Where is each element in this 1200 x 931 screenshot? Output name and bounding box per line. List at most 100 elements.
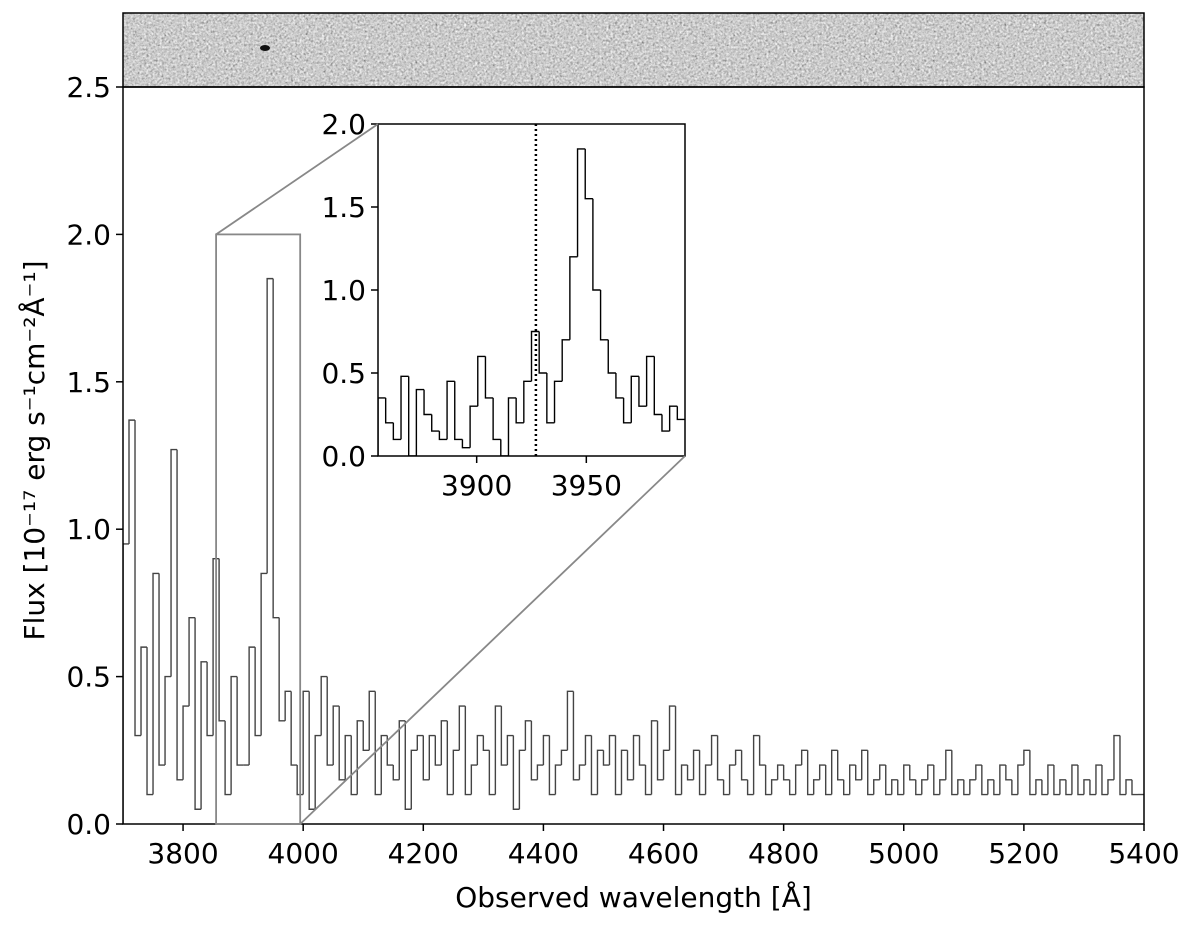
step [290, 691, 298, 766]
step [758, 735, 766, 766]
step [662, 749, 670, 780]
step [1053, 765, 1060, 796]
step [296, 765, 304, 796]
step [446, 720, 454, 796]
x-tick-label: 4600 [628, 837, 699, 870]
step [599, 290, 609, 341]
x-tick-label: 4800 [748, 837, 819, 870]
step [746, 779, 754, 796]
step [607, 339, 616, 374]
step [548, 735, 556, 796]
step [676, 406, 685, 421]
step [927, 764, 934, 780]
x-tick-label: 3900 [441, 469, 512, 502]
step [644, 765, 652, 796]
step [236, 676, 244, 766]
step [452, 749, 460, 795]
y-tick-label: 1.5 [321, 191, 366, 224]
step [374, 691, 382, 796]
step [484, 356, 494, 399]
step [879, 764, 886, 780]
step [620, 749, 628, 795]
y-tick-label: 1.5 [66, 366, 111, 399]
step [440, 720, 448, 766]
step [492, 397, 501, 441]
step [128, 419, 136, 544]
plot-area [123, 277, 1144, 824]
step [1011, 779, 1018, 796]
step [344, 734, 352, 780]
y-tick-label: 0.0 [321, 440, 366, 473]
y-tick-label: 1.0 [66, 513, 111, 546]
step [584, 148, 593, 200]
step [1017, 764, 1024, 795]
step [608, 734, 616, 766]
step [392, 765, 400, 781]
step [602, 750, 610, 766]
step [380, 734, 388, 795]
step [212, 557, 220, 736]
step [494, 705, 502, 795]
step [410, 749, 418, 810]
step [482, 735, 490, 751]
step [134, 420, 142, 737]
step [164, 675, 172, 766]
step [915, 779, 922, 796]
step [1077, 765, 1084, 796]
step [764, 765, 772, 796]
step [680, 764, 688, 795]
step [368, 690, 376, 751]
step [218, 558, 226, 722]
step [384, 397, 394, 424]
x-tick-label: 5400 [1108, 837, 1179, 870]
step [254, 647, 262, 737]
step [1083, 779, 1090, 795]
step [584, 734, 592, 766]
step [939, 779, 946, 795]
step [824, 765, 832, 796]
step [566, 690, 574, 751]
step [873, 779, 880, 795]
step [800, 749, 808, 766]
spectrum-image [122, 12, 1145, 88]
step [266, 277, 274, 574]
step [423, 389, 432, 416]
step [576, 148, 586, 257]
x-tick-label: 4000 [268, 837, 339, 870]
step [553, 380, 563, 423]
y-tick-label: 1.0 [321, 274, 366, 307]
step [392, 422, 402, 441]
step [614, 735, 622, 796]
step [722, 779, 730, 796]
step [843, 779, 850, 796]
step [320, 675, 328, 736]
step [656, 720, 664, 781]
step [477, 355, 486, 407]
step [1107, 779, 1114, 795]
step [945, 749, 952, 780]
step [590, 735, 598, 796]
step [378, 397, 386, 456]
y-tick-label: 0.5 [66, 661, 111, 694]
step [891, 779, 898, 795]
step [572, 691, 580, 781]
step [446, 380, 455, 440]
x-tick-label: 3800 [147, 837, 218, 870]
step [897, 779, 904, 796]
step [469, 405, 478, 448]
step [488, 750, 496, 796]
step [626, 750, 634, 781]
step [146, 647, 154, 796]
step [806, 750, 814, 796]
step [415, 388, 425, 456]
step [999, 764, 1006, 795]
step [538, 331, 547, 374]
step [248, 646, 256, 766]
step [515, 397, 524, 424]
step [408, 376, 417, 456]
step [338, 706, 346, 781]
step [200, 661, 208, 810]
step [668, 705, 676, 751]
step [969, 779, 976, 795]
